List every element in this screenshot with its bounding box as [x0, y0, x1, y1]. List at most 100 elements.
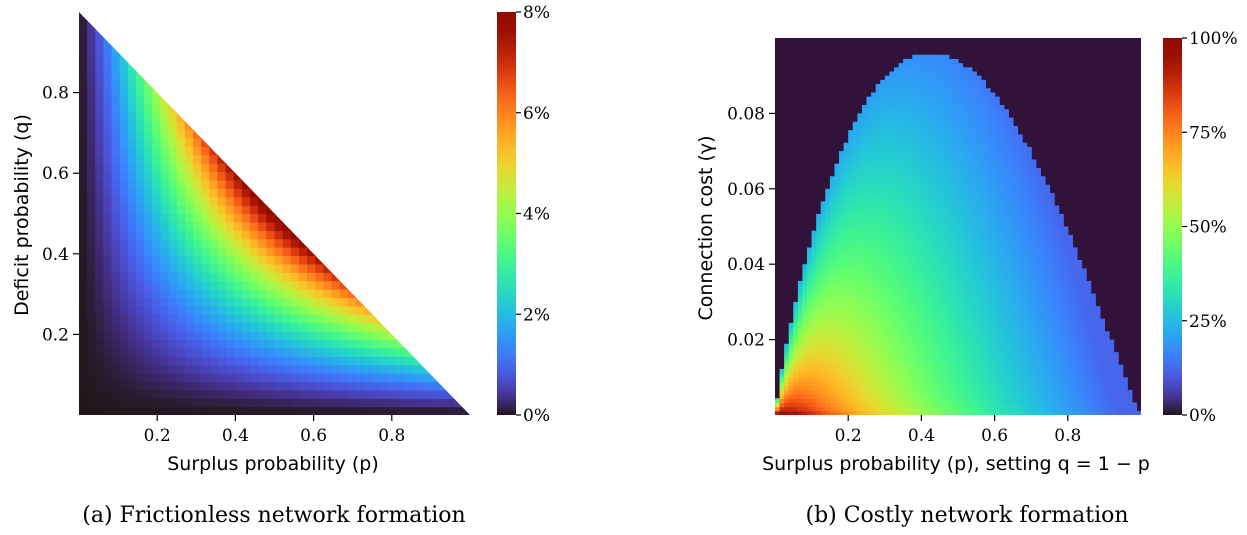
heat-cell [275, 356, 284, 365]
heat-cell [821, 402, 826, 407]
heat-cell [908, 155, 913, 160]
heat-cell [1017, 377, 1022, 382]
heat-cell [894, 344, 899, 349]
heat-cell [169, 323, 178, 332]
heat-cell [931, 193, 936, 198]
heat-cell [880, 84, 885, 89]
heat-cell [899, 101, 904, 106]
heat-cell [931, 407, 936, 412]
heat-cell [912, 381, 917, 386]
heat-cell [990, 239, 995, 244]
heat-cell [908, 189, 913, 194]
heat-cell [889, 285, 894, 290]
heat-cell [193, 348, 202, 357]
heat-cell [1017, 176, 1022, 181]
heat-cell [780, 394, 785, 399]
heat-cell [931, 235, 936, 240]
heat-cell [908, 231, 913, 236]
heat-cell [976, 210, 981, 215]
heat-cell [136, 172, 145, 181]
heat-cell [112, 130, 121, 139]
heat-cell [903, 109, 908, 114]
heat-cell [885, 268, 890, 273]
heat-cell [250, 264, 259, 273]
heat-cell [250, 323, 259, 332]
heat-cell [867, 252, 872, 257]
heat-cell [880, 281, 885, 286]
heat-cell [136, 407, 145, 416]
heat-cell [79, 121, 88, 130]
heat-cell [1017, 201, 1022, 206]
heat-cell [798, 323, 803, 328]
heat-cell [921, 139, 926, 144]
heat-cell [1013, 231, 1018, 236]
heat-cell [853, 197, 858, 202]
heat-cell [848, 356, 853, 361]
heat-cell [871, 210, 876, 215]
heat-cell [935, 285, 940, 290]
heat-cell [144, 230, 153, 239]
heat-cell [963, 294, 968, 299]
heat-cell [283, 365, 292, 374]
heat-cell [258, 407, 267, 416]
heat-cell [995, 201, 1000, 206]
heat-cell [903, 277, 908, 282]
heat-cell [880, 273, 885, 278]
heat-cell [120, 407, 129, 416]
heat-cell [889, 130, 894, 135]
heat-cell [972, 344, 977, 349]
heat-cell [899, 130, 904, 135]
heat-cell [944, 398, 949, 403]
heat-cell [894, 210, 899, 215]
heat-cell [209, 197, 218, 206]
heat-cell [242, 348, 251, 357]
heat-cell [990, 289, 995, 294]
heat-cell [981, 289, 986, 294]
heat-cell [821, 373, 826, 378]
heat-cell [848, 281, 853, 286]
heat-cell [921, 264, 926, 269]
heat-cell [793, 394, 798, 399]
heat-cell [921, 172, 926, 177]
heat-cell [935, 134, 940, 139]
heat-cell [825, 252, 830, 257]
heat-cell [880, 323, 885, 328]
heat-cell [816, 323, 821, 328]
heat-cell [894, 126, 899, 131]
heat-cell [830, 193, 835, 198]
heat-cell [931, 88, 936, 93]
heat-cell [917, 193, 922, 198]
heat-cell [903, 247, 908, 252]
heat-cell [1017, 147, 1022, 152]
heat-cell [1022, 193, 1027, 198]
heat-cell [446, 381, 455, 390]
heat-cell [917, 273, 922, 278]
heat-cell [949, 164, 954, 169]
heat-cell [963, 227, 968, 232]
heat-cell [903, 185, 908, 190]
heat-cell [976, 314, 981, 319]
heat-cell [926, 180, 931, 185]
heat-cell [87, 88, 96, 97]
heat-cell [103, 272, 112, 281]
heat-cell [144, 323, 153, 332]
heat-cell [95, 180, 104, 189]
heat-cell [275, 289, 284, 298]
heat-cell [940, 377, 945, 382]
heat-cell [958, 331, 963, 336]
heat-cell [944, 227, 949, 232]
heat-cell [995, 327, 1000, 332]
heat-cell [356, 323, 365, 332]
heat-cell [95, 130, 104, 139]
heat-cell [917, 302, 922, 307]
heat-cell [857, 122, 862, 127]
heat-cell [880, 373, 885, 378]
heat-cell [1017, 210, 1022, 215]
heat-cell [867, 105, 872, 110]
heat-cell [917, 331, 922, 336]
heat-cell [87, 54, 96, 63]
heat-cell [972, 176, 977, 181]
heat-cell [940, 227, 945, 232]
heat-cell [834, 239, 839, 244]
heat-cell [1013, 289, 1018, 294]
